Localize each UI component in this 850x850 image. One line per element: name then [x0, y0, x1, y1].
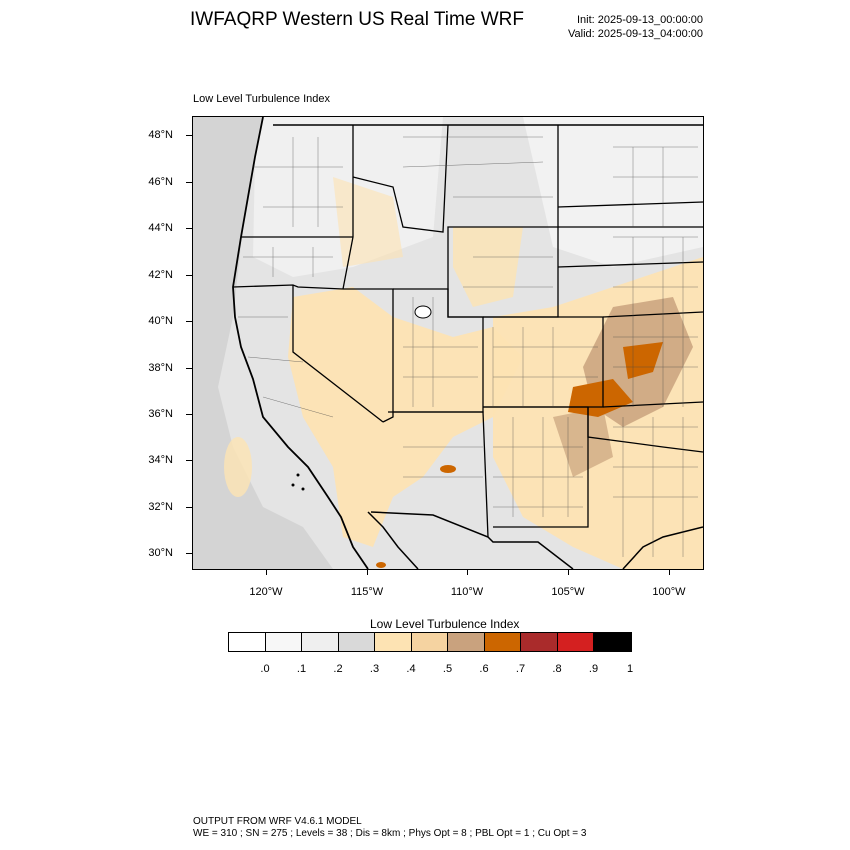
longitude-tick	[266, 569, 267, 575]
turb-area-offshore	[224, 437, 252, 497]
nv-ut-border	[343, 288, 394, 423]
pacific-coastline	[232, 117, 369, 569]
latitude-label: 38°N	[148, 362, 173, 374]
turb-area-great-basin	[288, 287, 523, 547]
latitude-label: 32°N	[148, 501, 173, 513]
latitude-tick	[186, 368, 192, 369]
colorbar-swatch	[338, 633, 375, 651]
colorbar-swatch	[484, 633, 521, 651]
latitude-tick	[186, 135, 192, 136]
id-border-west	[342, 125, 354, 290]
channel-island	[296, 473, 300, 477]
colorbar-swatch	[448, 633, 485, 651]
map-canvas	[193, 117, 703, 569]
model-footer: OUTPUT FROM WRF V4.6.1 MODEL WE = 310 ; …	[193, 816, 586, 840]
latitude-label: 40°N	[148, 315, 173, 327]
panel-label: Low Level Turbulence Index	[193, 93, 330, 105]
init-time: Init: 2025-09-13_00:00:00	[577, 14, 703, 26]
latitude-tick	[186, 414, 192, 415]
latitude-tick	[186, 275, 192, 276]
ca-or-border	[232, 284, 344, 290]
colorbar-title: Low Level Turbulence Index	[370, 617, 520, 631]
id-mt-border	[352, 124, 449, 233]
footer-line-model: OUTPUT FROM WRF V4.6.1 MODEL	[193, 816, 362, 827]
latitude-label: 30°N	[148, 547, 173, 559]
colorbar-swatch	[594, 633, 631, 651]
channel-island	[291, 483, 295, 487]
mt-nd-border	[557, 125, 703, 228]
colorbar	[228, 632, 632, 652]
colorbar-label: .0	[260, 663, 270, 675]
state-borders	[232, 124, 703, 538]
latitude-tick	[186, 507, 192, 508]
sd-ne-border	[557, 261, 703, 268]
colorbar-swatch	[265, 633, 302, 651]
latitude-label: 36°N	[148, 408, 173, 420]
turb-area-idaho	[333, 177, 403, 267]
latitude-label: 42°N	[148, 269, 173, 281]
init-valid-times: Init: 2025-09-13_00:00:00 Valid: 2025-09…	[568, 13, 703, 41]
colorbar-label: .3	[369, 663, 380, 675]
colorbar-label: .7	[515, 663, 526, 675]
colorbar-label: .6	[479, 663, 489, 675]
latitude-label: 44°N	[148, 222, 173, 234]
valid-time: Valid: 2025-09-13_04:00:00	[568, 28, 703, 40]
latitude-tick	[186, 460, 192, 461]
longitude-tick	[467, 569, 468, 575]
plot-title: IWFAQRP Western US Real Time WRF	[190, 9, 524, 30]
longitude-label: 115°W	[350, 586, 384, 598]
great-salt-lake	[414, 305, 432, 319]
map-panel	[192, 116, 704, 570]
latitude-label: 34°N	[148, 454, 173, 466]
latitude-label: 46°N	[148, 176, 173, 188]
latitude-tick	[186, 321, 192, 322]
ne-ks-border	[602, 311, 703, 318]
longitude-tick	[669, 569, 670, 575]
land-light-northeast	[523, 117, 703, 267]
channel-island	[301, 487, 305, 491]
colorbar-label: .9	[588, 663, 599, 675]
arizona-nm-border	[388, 411, 489, 538]
colorbar-swatch	[521, 633, 558, 651]
gulf-california-coast	[367, 511, 419, 569]
colorbar-swatch	[229, 633, 266, 651]
latitude-label: 48°N	[148, 129, 173, 141]
turb-spot-arizona	[440, 465, 456, 473]
colorbar-swatch	[411, 633, 448, 651]
new-mexico-border	[483, 406, 589, 528]
longitude-tick	[367, 569, 368, 575]
longitude-label: 100°W	[652, 586, 686, 598]
footer-line-config: WE = 310 ; SN = 275 ; Levels = 38 ; Dis …	[193, 828, 587, 839]
mexico-border	[370, 511, 574, 569]
colorbar-label: .4	[406, 663, 416, 675]
colorbar-label: .2	[333, 663, 343, 675]
colorbar-swatch	[302, 633, 339, 651]
colorbar-label: .8	[552, 663, 562, 675]
ks-ok-border	[602, 401, 703, 408]
longitude-tick	[568, 569, 569, 575]
latitude-tick	[186, 182, 192, 183]
longitude-label: 105°W	[551, 586, 585, 598]
latitude-tick	[186, 553, 192, 554]
colorbar-label: .5	[442, 663, 453, 675]
colorbar-swatch	[375, 633, 412, 651]
colorbar-swatch	[557, 633, 594, 651]
longitude-label: 120°W	[249, 586, 283, 598]
colorbar-label: .1	[296, 663, 307, 675]
latitude-tick	[186, 228, 192, 229]
ca-nv-border	[292, 285, 384, 423]
nd-sd-border	[557, 201, 703, 208]
turb-spot-mexico	[376, 562, 386, 568]
colorbar-label: 1	[626, 663, 634, 675]
county-borders	[238, 136, 698, 557]
longitude-label: 110°W	[450, 586, 484, 598]
